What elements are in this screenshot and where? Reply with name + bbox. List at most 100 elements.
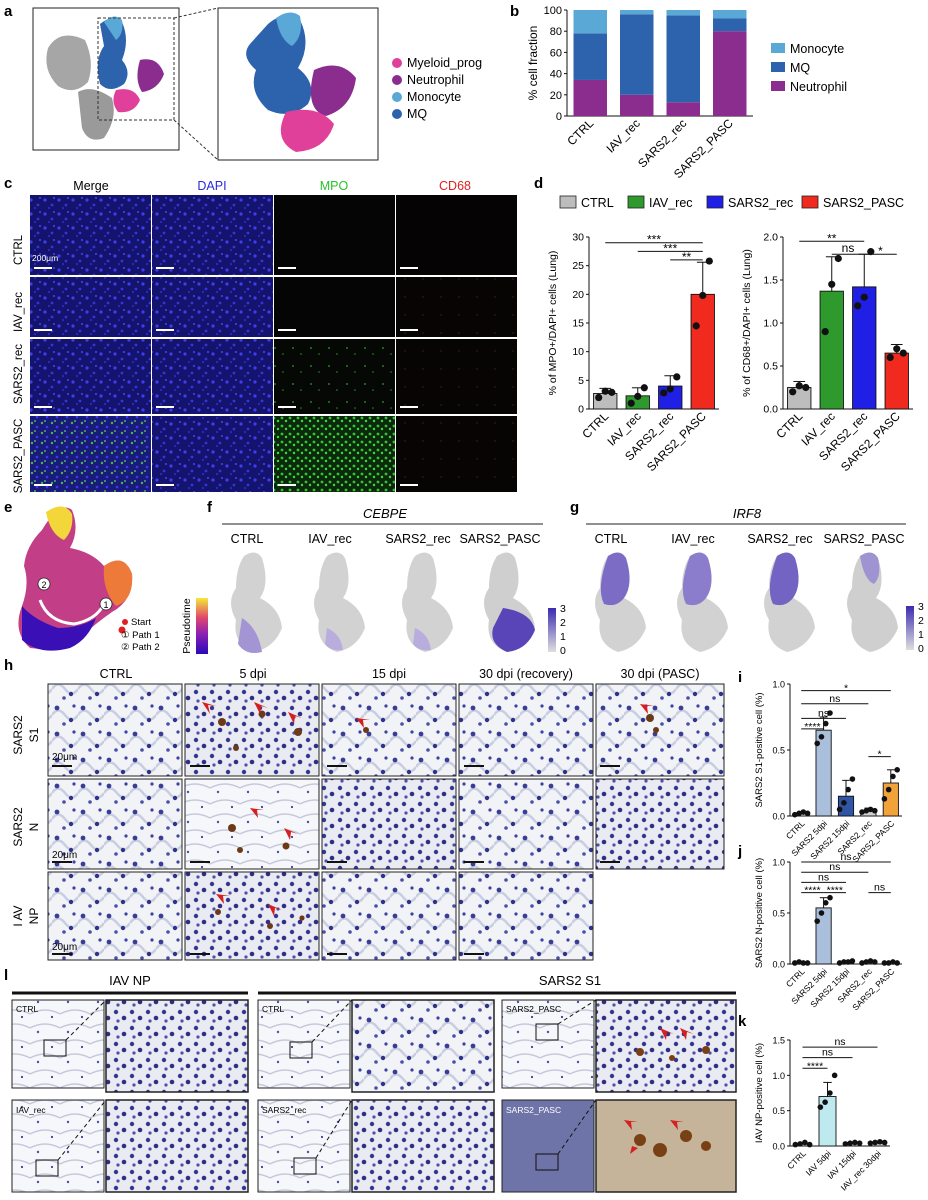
h-row1-b: S1 (27, 727, 41, 742)
chart-k-point (881, 1139, 888, 1146)
scale-bars-c (34, 267, 418, 486)
chart-k-point (822, 1099, 828, 1105)
chart-j-ytick-label: 0.0 (772, 960, 785, 970)
chart-j-point (822, 900, 829, 906)
chart-j-point (792, 960, 798, 966)
chart-d2-sig-label: ns (842, 241, 855, 255)
chart-i-sig-label: ns (829, 693, 840, 705)
legend-d-ctrl: CTRL (581, 196, 614, 210)
g-cond-ctrl: CTRL (595, 532, 628, 546)
chart-j-point (881, 960, 888, 966)
l-stain (634, 1046, 711, 1157)
chart-i-point (890, 773, 896, 780)
l-label-sars-ctrl: CTRL (262, 1004, 284, 1014)
chart-i-sig-label: ns (818, 707, 829, 719)
chart-j-point (849, 958, 856, 964)
chart-k-ytick-label: 1.0 (772, 1071, 785, 1081)
chart-b-ytick-label: 0 (556, 111, 562, 123)
chart-j-point (800, 960, 807, 966)
panel-a-legend: Myeloid_prog Neutrophil Monocyte MQ (392, 56, 482, 121)
scale-bars-h (52, 765, 620, 955)
legend-mq: MQ (407, 107, 427, 121)
path-marker-1: 1 (103, 600, 108, 610)
h-row3-a: I AV (11, 905, 25, 926)
gene-cebpe: CEBPE (363, 506, 407, 521)
f-cond-ctrl: CTRL (231, 532, 264, 546)
chart-i-point (841, 800, 847, 806)
panel-i-letter: i (738, 669, 742, 686)
panel-h-letter: h (4, 657, 13, 674)
legend-b-monocyte: Monocyte (790, 42, 844, 56)
chart-b-segment (573, 33, 607, 80)
chart-b-segment (620, 10, 654, 15)
chart-b-ytick-label: 20 (550, 90, 562, 102)
row-labels-c: CTRL IAV_rec SARS2_rec SARS2_PASC (13, 234, 25, 493)
chart-j-ytick-label: 1.0 (772, 858, 785, 868)
panel-l-letter: l (4, 967, 8, 984)
micrographs-c (30, 195, 517, 492)
chart-i-ylabel: SARS2 S1-positive cell (%) (754, 692, 765, 807)
chart-k-bar (818, 1096, 837, 1147)
chart-d1-ytick-label: 30 (572, 232, 584, 244)
l-arrows (624, 1028, 694, 1154)
chart-d2-point (886, 353, 894, 361)
chart-d2-bar (819, 290, 844, 410)
panel-g-letter: g (570, 499, 579, 516)
col-cd68: CD68 (439, 179, 471, 193)
h-col-30dpi-rec: 30 dpi (recovery) (479, 667, 573, 681)
chart-k-point (872, 1139, 878, 1146)
chart-k-ytick-label: 1.5 (772, 1036, 785, 1046)
chart-j-point (796, 959, 802, 965)
g-cond-sars2-rec: SARS2_rec (747, 532, 812, 546)
path-marker-2: 2 (41, 580, 46, 590)
panel-f-letter: f (207, 499, 213, 516)
chart-b-ytick-label: 40 (550, 69, 562, 81)
chart-j-point (836, 960, 843, 966)
chart-b-segment (713, 10, 747, 19)
chart-i-point (818, 734, 825, 740)
l-label-sars-pasc-2: SARS2_PASC (506, 1105, 561, 1115)
chart-d2-point (802, 383, 810, 392)
chart-d1-point (595, 393, 603, 402)
chart-j-point (863, 959, 870, 965)
chart-b-ytick-label: 100 (544, 5, 562, 17)
chart-k-point (792, 1141, 799, 1148)
chart-d1-point (699, 291, 707, 300)
chart-k-sig-label: ns (822, 1047, 833, 1059)
chart-j-point (827, 894, 833, 901)
chart-i-point (822, 720, 829, 727)
chart-d1-sig-label: ** (682, 250, 692, 264)
chart-i-point (859, 809, 865, 815)
legend-path2: ② Path 2 (121, 642, 160, 653)
chart-b-segment (713, 31, 747, 117)
chart-i-point (792, 811, 798, 818)
chart-j-bar (815, 907, 832, 965)
chart-d2-ytick-label: 1.5 (763, 275, 778, 287)
chart-d1-point (608, 388, 616, 396)
chart-d2-sig-label: * (878, 244, 883, 258)
chart-b-ylabel: % cell fraction (526, 26, 540, 101)
chart-j-sig-label: ns (874, 882, 885, 894)
chart-k-point (806, 1141, 813, 1148)
svg-text:1: 1 (918, 629, 924, 641)
chart-i-point (845, 786, 851, 793)
legend-b-mq: MQ (790, 61, 810, 75)
chart-i-sig-label: **** (804, 721, 820, 733)
chart-d-cd68: 0.0 0.5 1.0 1.5 2.0 % of CD68+/DAPI+ cells (L… (741, 231, 913, 474)
legend-myeloid-prog: Myeloid_prog (407, 56, 482, 70)
chart-d-mpo: 0 5 10 15 20 25 30 % of MPO+/DAPI+ cells (Lung)… (547, 232, 719, 474)
pseudotime-umap (18, 506, 133, 651)
chart-d1-ytick-label: 25 (572, 260, 584, 272)
g-cond-iav: IAV_rec (671, 532, 715, 546)
svg-text:0: 0 (918, 643, 924, 655)
chart-i-point (881, 796, 888, 802)
pseudotime-bar (196, 598, 208, 654)
chart-d1-point (627, 399, 635, 407)
chart-j-point (845, 959, 851, 965)
panel-h: h CTRL 5 dpi 15 dpi 30 dpi (recovery) 30… (4, 657, 725, 961)
legend-neutrophil: Neutrophil (407, 73, 464, 87)
chart-k-ytick-label: 0.0 (772, 1142, 785, 1152)
